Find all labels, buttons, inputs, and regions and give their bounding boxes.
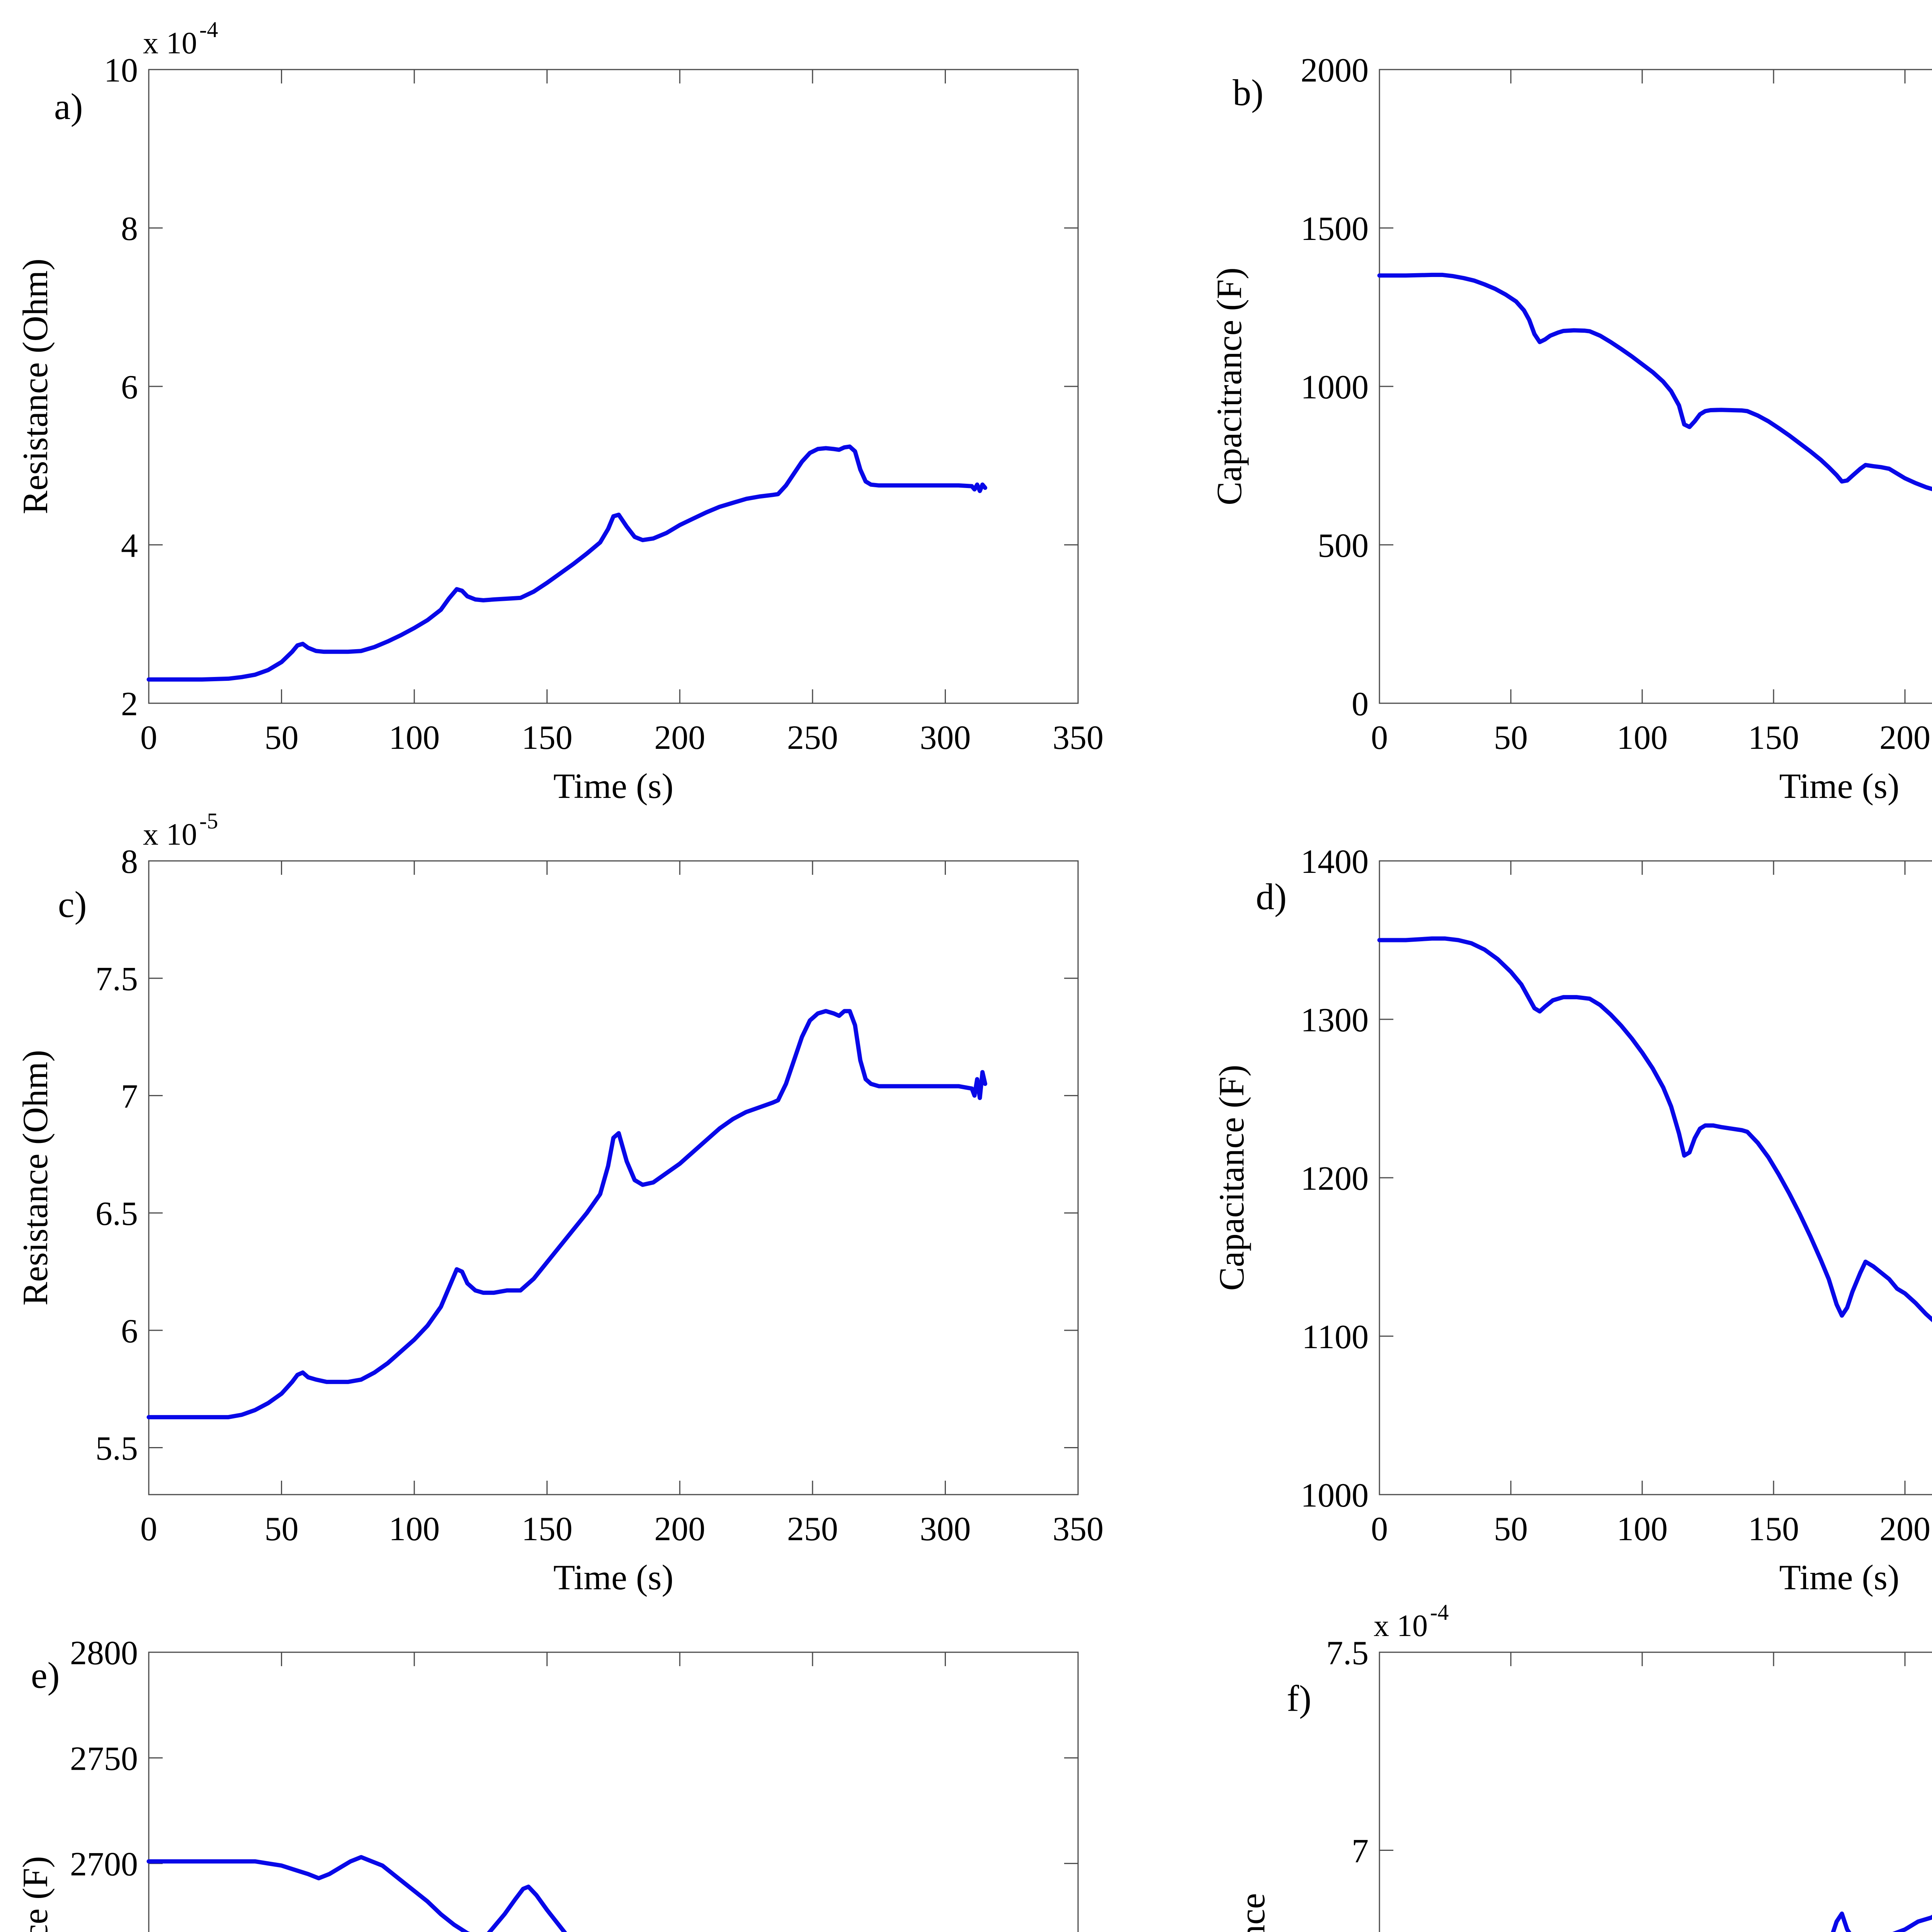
y-tick-label: 500	[1318, 527, 1369, 565]
x-tick-label: 300	[920, 719, 971, 757]
x-tick-label: 0	[140, 1510, 157, 1548]
panel-letter-c: c)	[58, 884, 87, 925]
x-tick-label: 200	[1879, 719, 1930, 757]
axes-box-d	[1379, 860, 1932, 1495]
axes-box-c	[148, 860, 1079, 1495]
y-tick-label: 2750	[70, 1740, 138, 1777]
x-tick-label: 150	[1748, 1510, 1799, 1548]
y-tick-label: 6.5	[95, 1195, 138, 1233]
y-tick-label: 1000	[1301, 369, 1369, 406]
axes-box-e	[148, 1651, 1079, 1932]
y-tick-label: 2000	[1301, 52, 1369, 89]
x-tick-label: 50	[265, 719, 299, 757]
curve-f-resistance	[1831, 1912, 1932, 1932]
x-tick-label: 0	[140, 719, 157, 757]
x-tick-label: 100	[1617, 1510, 1668, 1548]
panel-letter-d: d)	[1256, 876, 1287, 917]
y-tick-label: 7.5	[95, 961, 138, 998]
x-tick-label: 50	[1494, 719, 1528, 757]
x-tick-label: 0	[1371, 1510, 1388, 1548]
chart-panel-c: 0 50 100 150 200 250 300 350 8 7.5 7 6.5 6 5.5 x 10 -5 R…	[0, 791, 1175, 1597]
y-tick-label: 2800	[70, 1634, 138, 1672]
chart-panel-d: 0501001502002503003501400130012001100100…	[1175, 791, 1932, 1597]
y-tick-label: 7	[121, 1078, 138, 1115]
curve-b-capacitance	[1377, 272, 1932, 492]
y-axis-label: Capacitrance (F)	[1209, 267, 1249, 505]
y-axis-label: Capacitance (F)	[15, 1856, 55, 1932]
chart-panel-f: 0501001502002503003507.576.56x 10-4Resis…	[1175, 1583, 1932, 1932]
y-tick-label: 2700	[70, 1846, 138, 1883]
axes-box-a	[148, 69, 1079, 704]
axes-box-b	[1379, 69, 1932, 704]
x-tick-label: 50	[1494, 1510, 1528, 1548]
x-tick-label: 100	[1617, 719, 1668, 757]
x-tick-label: 200	[654, 719, 705, 757]
chart-b-canvas: 0501001502002503003502000150010005000Cap…	[1209, 52, 1932, 806]
x-tick-label: 250	[787, 719, 838, 757]
y-exponent-label: x 10 -5	[143, 808, 218, 852]
y-tick-label: 1200	[1301, 1160, 1369, 1197]
curve-a-resistance	[146, 444, 987, 682]
y-tick-label: 8	[121, 843, 138, 881]
chart-panel-e: 0501001502002503003502800275027002650260…	[0, 1583, 1175, 1932]
chart-a-canvas: 0 50 100 150 200 250 300 350 10 8 6 4 2 x 10 -4 Resista…	[15, 17, 1104, 806]
x-tick-label: 300	[920, 1510, 971, 1548]
chart-f-canvas: 0501001502002503003507.576.56x 10-4Resis…	[1233, 1600, 1932, 1932]
x-tick-label: 150	[1748, 719, 1799, 757]
chart-panel-a: 0 50 100 150 200 250 300 350 10 8 6 4 2 x 10 -4 Resista…	[0, 0, 1175, 806]
chart-panel-b: 0501001502002503003502000150010005000Cap…	[1175, 0, 1932, 806]
y-axis-label: Capacitance (F)	[1212, 1065, 1251, 1291]
y-tick-label: 10	[104, 52, 138, 89]
y-tick-label: 4	[121, 527, 138, 565]
axes-box-f	[1379, 1651, 1932, 1932]
x-tick-label: 100	[389, 719, 440, 757]
y-axis-label: Resistance	[1233, 1893, 1272, 1932]
x-tick-label: 150	[522, 1510, 573, 1548]
y-tick-label: 6	[121, 369, 138, 406]
y-tick-label: 2	[121, 685, 138, 723]
y-axis-label: Resistance (Ohm)	[15, 259, 55, 514]
x-tick-label: 350	[1053, 719, 1104, 757]
x-axis-label: Time (s)	[553, 1558, 673, 1597]
x-tick-label: 250	[787, 1510, 838, 1548]
x-axis-label: Time (s)	[1779, 1558, 1900, 1597]
y-axis-label: Resistance (Ohm)	[15, 1050, 55, 1306]
y-tick-label: 5.5	[95, 1430, 138, 1468]
y-tick-label: 0	[1352, 685, 1369, 723]
y-tick-label: 1300	[1301, 1002, 1369, 1039]
y-tick-label: 1000	[1301, 1477, 1369, 1514]
y-tick-label: 7	[1352, 1833, 1369, 1870]
x-axis-label: Time (s)	[1779, 766, 1900, 806]
x-tick-label: 0	[1371, 719, 1388, 757]
chart-e-canvas: 0501001502002503003502800275027002650260…	[15, 1634, 1079, 1932]
curve-d-capacitance	[1377, 936, 1932, 1323]
x-tick-label: 200	[654, 1510, 705, 1548]
y-exponent-label: x 10 -4	[143, 17, 218, 60]
chart-c-canvas: 0 50 100 150 200 250 300 350 8 7.5 7 6.5 6 5.5 x 10 -5 R…	[15, 808, 1104, 1597]
curve-e-capacitance	[146, 1855, 567, 1932]
y-tick-label: 1500	[1301, 210, 1369, 248]
y-tick-label: 7.5	[1326, 1634, 1369, 1672]
curve-c-resistance	[146, 1009, 987, 1420]
x-tick-label: 100	[389, 1510, 440, 1548]
panel-letter-f: f)	[1287, 1678, 1311, 1719]
panel-letter-a: a)	[54, 86, 83, 127]
x-tick-label: 150	[522, 719, 573, 757]
x-tick-label: 50	[265, 1510, 299, 1548]
x-axis-label: Time (s)	[553, 766, 673, 806]
y-tick-label: 6	[121, 1313, 138, 1350]
y-exponent-label: x 10 -4	[1374, 1600, 1449, 1643]
chart-d-canvas: 0501001502002503003501400130012001100100…	[1212, 843, 1932, 1597]
x-tick-label: 350	[1053, 1510, 1104, 1548]
y-tick-label: 1100	[1302, 1318, 1369, 1356]
y-tick-label: 8	[121, 210, 138, 248]
panel-letter-e: e)	[31, 1655, 60, 1696]
y-tick-label: 1400	[1301, 843, 1369, 881]
panel-letter-b: b)	[1233, 72, 1264, 113]
x-tick-label: 200	[1879, 1510, 1930, 1548]
